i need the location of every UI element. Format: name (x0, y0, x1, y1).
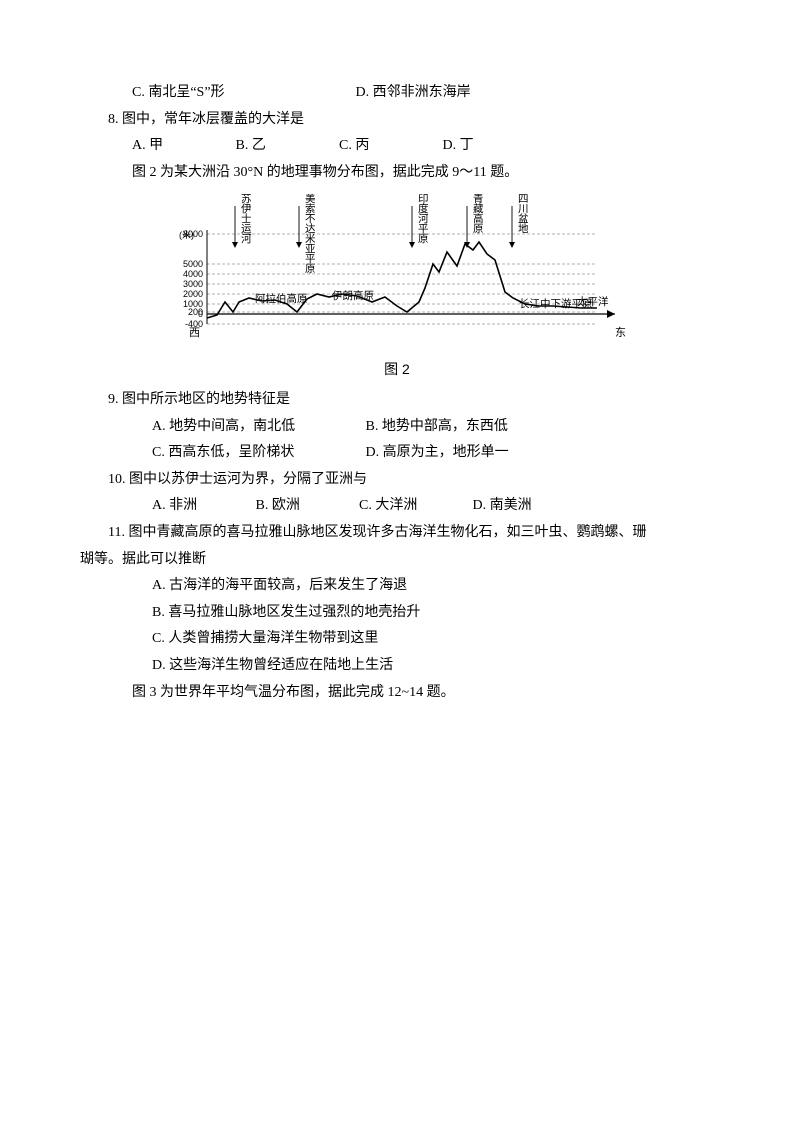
q8-opt-a: A. 甲 (132, 133, 232, 160)
svg-text:西: 西 (189, 327, 200, 339)
q8-opt-c: C. 丙 (339, 133, 439, 160)
q10-opt-b: B. 欧洲 (256, 493, 356, 520)
q9-opt-a: A. 地势中间高，南北低 (152, 414, 362, 441)
q9-opt-b: B. 地势中部高，东西低 (366, 414, 508, 441)
svg-text:伊朗高原: 伊朗高原 (332, 289, 374, 302)
q11-stem-line2: 瑚等。据此可以推断 (80, 547, 714, 574)
svg-text:3000: 3000 (183, 279, 203, 289)
svg-text:原: 原 (418, 233, 429, 245)
q9-opt-c: C. 西高东低，呈阶梯状 (152, 440, 362, 467)
q11-opt-d: D. 这些海洋生物曾经适应在陆地上生活 (80, 653, 714, 680)
q7-options-cd: C. 南北呈“S”形 D. 西邻非洲东海岸 (80, 80, 714, 107)
svg-text:太平洋: 太平洋 (577, 295, 609, 308)
q8-options: A. 甲 B. 乙 C. 丙 D. 丁 (80, 133, 714, 160)
profile-chart: 8000500040003000200010002000-400(米)西东苏伊士… (167, 194, 627, 354)
q10-opt-d: D. 南美洲 (473, 493, 532, 520)
svg-text:东: 东 (615, 326, 626, 339)
svg-text:0: 0 (198, 309, 203, 319)
q10-stem: 10. 图中以苏伊士运河为界，分隔了亚洲与 (80, 467, 714, 494)
q7-opt-c: C. 南北呈“S”形 (132, 80, 352, 107)
svg-text:河: 河 (241, 233, 252, 245)
q8-opt-b: B. 乙 (236, 133, 336, 160)
q10-opt-a: A. 非洲 (152, 493, 252, 520)
svg-text:原: 原 (473, 223, 484, 235)
q10-opt-c: C. 大洋洲 (359, 493, 469, 520)
figure-2: 8000500040003000200010002000-400(米)西东苏伊士… (167, 194, 627, 383)
intro-fig3: 图 3 为世界年平均气温分布图，据此完成 12~14 题。 (80, 680, 714, 707)
figure-2-caption: 图 2 (167, 356, 627, 383)
svg-text:(米): (米) (179, 229, 194, 240)
q10-options: A. 非洲 B. 欧洲 C. 大洋洲 D. 南美洲 (80, 493, 714, 520)
q11-opt-a: A. 古海洋的海平面较高，后来发生了海退 (80, 573, 714, 600)
intro-fig2: 图 2 为某大洲沿 30°N 的地理事物分布图，据此完成 9～11 题。 (80, 160, 714, 187)
svg-text:5000: 5000 (183, 259, 203, 269)
q8-stem: 8. 图中，常年冰层覆盖的大洋是 (80, 107, 714, 134)
q9-options-cd: C. 西高东低，呈阶梯状 D. 高原为主，地形单一 (80, 440, 714, 467)
q7-opt-d: D. 西邻非洲东海岸 (356, 80, 471, 107)
svg-text:阿拉伯高原: 阿拉伯高原 (255, 292, 308, 305)
q11-stem-line1: 11. 图中青藏高原的喜马拉雅山脉地区发现许多古海洋生物化石，如三叶虫、鹦鹉螺、… (80, 520, 714, 547)
q8-opt-d: D. 丁 (443, 133, 474, 160)
q9-opt-d: D. 高原为主，地形单一 (366, 440, 509, 467)
svg-text:原: 原 (305, 263, 316, 275)
svg-text:4000: 4000 (183, 269, 203, 279)
q11-opt-c: C. 人类曾捕捞大量海洋生物带到这里 (80, 626, 714, 653)
svg-text:地: 地 (518, 222, 529, 235)
q9-stem: 9. 图中所示地区的地势特征是 (80, 387, 714, 414)
q11-opt-b: B. 喜马拉雅山脉地区发生过强烈的地壳抬升 (80, 600, 714, 627)
svg-text:2000: 2000 (183, 289, 203, 299)
q9-options-ab: A. 地势中间高，南北低 B. 地势中部高，东西低 (80, 414, 714, 441)
